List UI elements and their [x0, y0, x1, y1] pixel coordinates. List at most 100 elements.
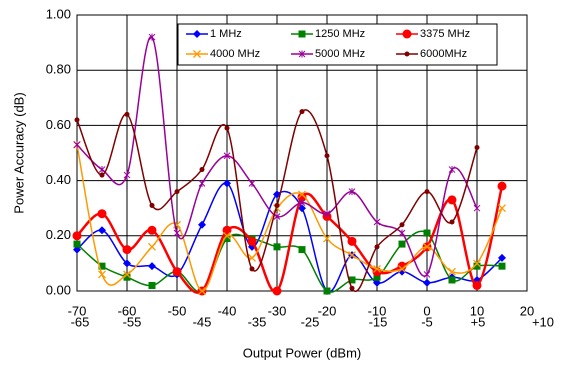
- marker: [98, 262, 106, 270]
- legend-marker: [298, 50, 306, 58]
- marker: [373, 273, 381, 281]
- marker: [224, 125, 230, 131]
- marker: [297, 192, 307, 202]
- x-tick-label: -20: [318, 303, 337, 318]
- marker: [223, 179, 231, 188]
- y-tick-label: 1.00: [46, 6, 71, 21]
- marker: [323, 287, 331, 295]
- marker: [148, 262, 156, 271]
- marker: [173, 229, 181, 237]
- marker: [149, 202, 155, 208]
- marker: [172, 267, 182, 277]
- marker: [348, 251, 356, 260]
- marker: [448, 276, 456, 284]
- marker: [223, 231, 231, 240]
- marker: [323, 210, 331, 218]
- marker: [473, 262, 481, 270]
- marker: [373, 278, 381, 287]
- y-tick-label: 0.80: [46, 62, 71, 77]
- marker: [148, 33, 156, 41]
- marker: [73, 141, 81, 149]
- marker: [448, 166, 456, 174]
- marker: [298, 199, 306, 207]
- marker: [273, 243, 281, 251]
- marker: [124, 111, 130, 117]
- marker: [98, 166, 106, 174]
- y-axis-label: Power Accuracy (dB): [11, 92, 26, 213]
- y-tick-label: 0.20: [46, 227, 71, 242]
- marker: [398, 264, 406, 273]
- marker: [123, 273, 131, 281]
- marker: [347, 236, 357, 246]
- marker: [148, 281, 156, 289]
- marker: [222, 225, 232, 235]
- marker: [423, 278, 431, 287]
- marker: [298, 204, 306, 213]
- x-tick-label: -70: [68, 303, 87, 318]
- marker: [399, 222, 405, 228]
- marker: [373, 218, 381, 226]
- legend-marker: [402, 29, 412, 39]
- x-sub-label: -15: [369, 314, 388, 329]
- legend-box: [177, 23, 498, 66]
- marker: [473, 259, 481, 268]
- marker: [449, 219, 455, 225]
- marker: [423, 270, 431, 278]
- legend-label: 1 MHz: [210, 28, 242, 40]
- legend-marker: [298, 30, 306, 38]
- marker: [474, 144, 480, 150]
- x-tick-label: 20: [520, 303, 534, 318]
- legend-marker: [193, 50, 201, 58]
- marker: [223, 235, 231, 243]
- marker: [249, 266, 255, 272]
- marker: [198, 287, 206, 295]
- series: [73, 33, 481, 278]
- marker: [424, 189, 430, 195]
- marker: [99, 172, 105, 178]
- marker: [248, 179, 256, 187]
- marker: [223, 152, 231, 160]
- legend-marker: [404, 51, 410, 57]
- marker: [72, 231, 82, 241]
- y-tick-label: 0.40: [46, 172, 71, 187]
- legend-label: 1250 MHz: [315, 28, 365, 40]
- marker: [448, 267, 456, 276]
- marker: [348, 188, 356, 196]
- marker: [423, 242, 431, 251]
- marker: [349, 285, 355, 291]
- marker: [299, 109, 305, 115]
- marker: [97, 209, 107, 219]
- series: [72, 181, 507, 296]
- series-line: [76, 36, 478, 277]
- marker: [147, 225, 157, 235]
- series: [73, 179, 506, 295]
- marker: [374, 244, 380, 250]
- series-line: [76, 185, 504, 294]
- marker: [298, 246, 306, 254]
- x-tick-label: 10: [470, 303, 484, 318]
- marker: [123, 259, 131, 268]
- x-sub-label: +5: [471, 314, 486, 329]
- marker: [98, 270, 106, 279]
- plot-frame: [76, 14, 528, 292]
- marker: [324, 153, 330, 159]
- legend: 1 MHz 1250 MHz 3375 MHz 4000 MHz 5000 MHz 600…: [177, 23, 498, 66]
- marker: [74, 117, 80, 123]
- legend-label: 3375 MHz: [420, 28, 470, 40]
- marker: [122, 245, 132, 255]
- marker: [174, 189, 180, 195]
- marker: [373, 264, 381, 273]
- marker: [498, 204, 506, 213]
- x-axis-label: Output Power (dBm): [243, 345, 362, 360]
- marker: [272, 286, 282, 296]
- marker: [423, 229, 431, 237]
- x-sub-label: -55: [123, 314, 142, 329]
- marker: [198, 220, 206, 229]
- marker: [323, 234, 331, 243]
- marker: [398, 229, 406, 237]
- marker: [148, 242, 156, 251]
- x-tick-label: -50: [168, 303, 187, 318]
- marker: [447, 195, 457, 205]
- x-tick-label: -10: [368, 303, 387, 318]
